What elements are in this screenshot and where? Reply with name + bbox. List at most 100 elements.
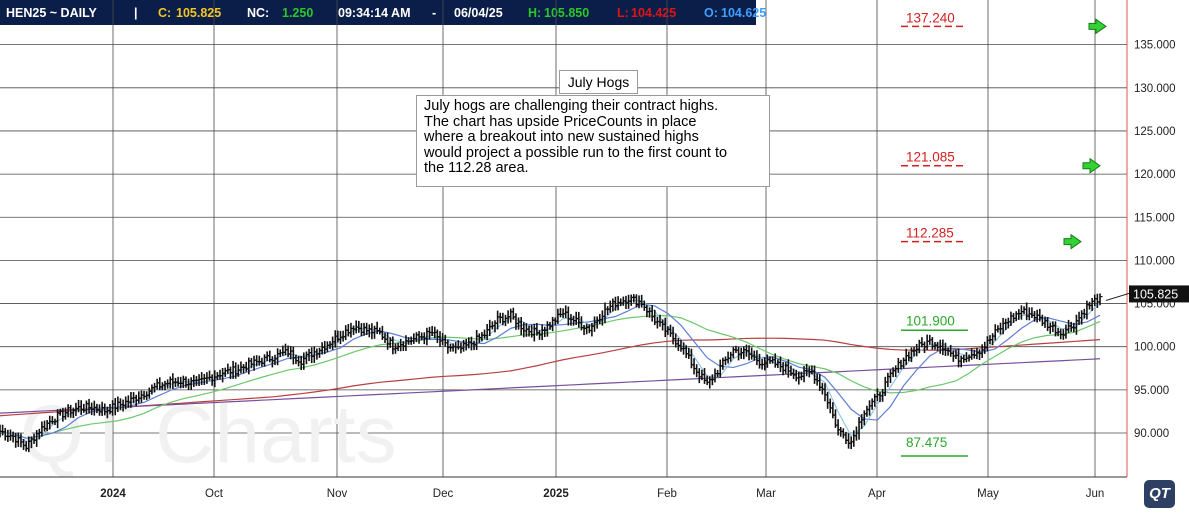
price-bars: [0, 293, 1103, 453]
moving-average-line: [0, 315, 1101, 439]
ohlc-bar: [741, 346, 747, 360]
pricecount-arrow-icon: [1063, 233, 1082, 250]
last-price-tag: 105.825: [1105, 285, 1189, 303]
price-tick-label: 135.000: [1134, 40, 1176, 52]
ohlc-bar: [317, 347, 323, 358]
price-tick-label: 110.000: [1134, 255, 1175, 267]
last-price-pointer: [1105, 292, 1130, 301]
ohlc-bar: [817, 374, 823, 391]
netchange-value: 1.250: [282, 6, 313, 20]
ohlc-bar: [539, 324, 545, 341]
annotation-body: July hogs are challenging their contract…: [416, 95, 770, 187]
pricecount-target: 112.285: [901, 226, 1082, 250]
ohlc-bar: [7, 429, 13, 441]
ohlc-bar: [783, 362, 789, 374]
time-axis-label: 2025: [543, 488, 569, 500]
ohlc-bar: [631, 294, 637, 303]
ohlc-bar: [280, 345, 286, 356]
ohlc-bar: [450, 343, 456, 352]
ohlc-bar: [683, 345, 689, 359]
swing-level: 101.900: [901, 313, 968, 332]
ohlc-bar: [262, 354, 268, 367]
ohlc-bar: [170, 373, 176, 389]
qt-logo: QT: [1144, 480, 1175, 508]
header-separator: |: [134, 6, 138, 20]
price-tick-label: 90.000: [1134, 428, 1169, 440]
ohlc-bar: [660, 319, 666, 331]
ohlc-bar: [730, 346, 736, 359]
ohlc-bar: [864, 405, 870, 417]
time-label: 09:34:14 AM: [338, 6, 411, 20]
ohlc-bar: [843, 431, 849, 445]
ohlc-bar: [366, 324, 372, 338]
symbol-label: HEN25 ~ DAILY: [6, 6, 98, 20]
watermark: QT Charts: [20, 389, 397, 480]
ohlc-bar: [1029, 307, 1035, 318]
ohlc-bar: [1016, 309, 1022, 320]
ohlc-bar: [846, 433, 852, 449]
ohlc-bar: [1097, 293, 1103, 306]
low-label: L:: [617, 6, 629, 20]
price-tick-label: 130.000: [1134, 83, 1176, 95]
ohlc-bar: [893, 365, 899, 377]
pricecount-label: 121.085: [906, 150, 955, 165]
ohlc-bar: [722, 356, 728, 366]
ohlc-bar: [618, 298, 624, 307]
ohlc-bar: [429, 325, 435, 336]
time-axis-label: Apr: [868, 488, 886, 500]
ohlc-bar: [531, 323, 537, 342]
ohlc-bar: [196, 374, 202, 387]
pricecount-arrow-icon: [1082, 157, 1101, 174]
ohlc-bar: [814, 373, 820, 386]
ohlc-bar: [720, 357, 726, 370]
time-axis-label: Oct: [205, 488, 224, 500]
ohlc-bar: [356, 320, 362, 333]
ohlc-bar: [877, 392, 883, 403]
ohlc-bar: [992, 324, 998, 341]
ohlc-bar: [1047, 322, 1053, 334]
ohlc-bar: [929, 337, 935, 350]
ohlc-bar: [848, 436, 854, 450]
ohlc-bar: [487, 319, 493, 337]
quote-header: HEN25 ~ DAILY | C: 105.825 NC: 1.250 09:…: [0, 0, 766, 25]
time-axis-label: May: [977, 488, 999, 500]
ohlc-bar: [335, 330, 341, 343]
ohlc-bar: [657, 314, 663, 327]
price-tick-label: 95.000: [1134, 385, 1169, 397]
pricecount-target: 121.085: [901, 150, 1101, 174]
moving-average-line: [0, 358, 1101, 414]
ohlc-bar: [560, 308, 566, 319]
date-label: 06/04/25: [454, 6, 503, 20]
ohlc-bar: [288, 345, 294, 360]
swing-level-label: 87.475: [906, 435, 947, 450]
ohlc-bar: [1092, 294, 1098, 307]
ohlc-bar: [471, 340, 477, 351]
ohlc-bar: [691, 358, 697, 375]
ohlc-bar: [508, 308, 514, 323]
pricecount-label: 137.240: [906, 10, 955, 25]
swing-level: 87.475: [901, 435, 968, 457]
ohlc-bar: [885, 372, 891, 388]
ohlc-bar: [243, 361, 249, 372]
ohlc-bar: [500, 312, 506, 326]
price-tick-label: 100.000: [1134, 342, 1176, 354]
ohlc-bar: [303, 351, 309, 365]
ohlc-bar: [193, 376, 199, 386]
ohlc-bar: [827, 398, 833, 414]
ohlc-bar: [542, 326, 548, 338]
ohlc-bar: [686, 347, 692, 359]
ohlc-bar: [704, 375, 710, 386]
ohlc-bar: [654, 316, 660, 329]
axes: 90.00095.000100.000105.000110.000115.000…: [0, 0, 1189, 500]
last-price-label: 105.825: [1133, 287, 1178, 301]
ohlc-bar: [550, 316, 556, 332]
netchange-label: NC:: [247, 6, 269, 20]
low-value: 104.425: [631, 6, 676, 20]
price-tick-label: 115.000: [1134, 212, 1175, 224]
close-value: 105.825: [176, 6, 221, 20]
quote-header-background: [0, 0, 756, 25]
ohlc-bar: [207, 370, 213, 381]
ohlc-bar: [565, 306, 571, 326]
